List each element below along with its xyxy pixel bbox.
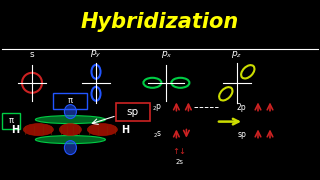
Ellipse shape <box>60 124 81 136</box>
Text: $p_y$: $p_y$ <box>90 48 102 60</box>
Text: H: H <box>11 125 20 135</box>
Ellipse shape <box>64 105 76 119</box>
Text: sp: sp <box>127 107 139 117</box>
FancyBboxPatch shape <box>2 113 20 129</box>
Text: $_2$s: $_2$s <box>153 129 162 140</box>
Ellipse shape <box>36 116 105 124</box>
Text: sp: sp <box>237 130 246 139</box>
Text: π: π <box>9 116 13 125</box>
Text: ↑↓: ↑↓ <box>172 147 186 156</box>
Ellipse shape <box>64 141 76 155</box>
Text: π: π <box>68 96 73 105</box>
Text: 2s: 2s <box>175 159 183 165</box>
Ellipse shape <box>36 136 105 144</box>
Text: $p_x$: $p_x$ <box>161 48 172 60</box>
Text: Hybridization: Hybridization <box>81 12 239 32</box>
Text: $p_z$: $p_z$ <box>231 48 243 60</box>
Ellipse shape <box>87 124 117 136</box>
FancyBboxPatch shape <box>116 103 150 121</box>
FancyBboxPatch shape <box>53 93 87 109</box>
Text: H: H <box>121 125 130 135</box>
Text: s: s <box>30 50 34 59</box>
Ellipse shape <box>23 124 53 136</box>
Text: 2p: 2p <box>236 103 246 112</box>
Text: $_2$p: $_2$p <box>152 102 162 113</box>
